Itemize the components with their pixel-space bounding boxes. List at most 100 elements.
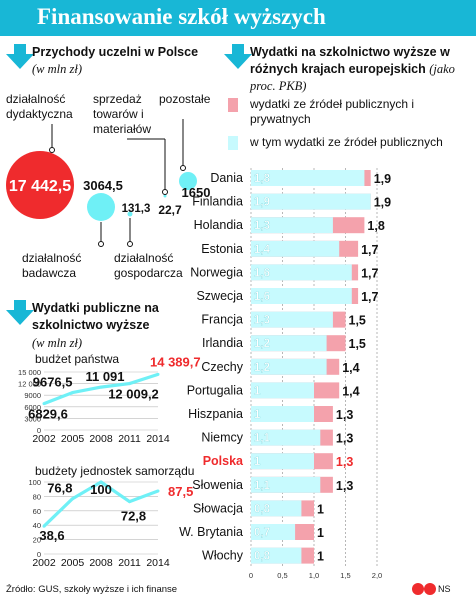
data-label: 72,8 (121, 509, 146, 524)
bar-public-label: 1,1 (254, 433, 271, 445)
bubble-dydaktyczna (6, 151, 74, 219)
data-label: 14 389,7 (150, 354, 201, 369)
x-tick-label: 1,0 (309, 571, 319, 580)
line-chart-budzet: 0 3000 6000 9000 12 000 15 000 2002 2005 2008 201… (18, 354, 201, 445)
bar-total-label: 1,4 (342, 361, 359, 375)
bar-public (251, 358, 327, 375)
section3-unit: (jako proc. PKB) (250, 62, 455, 93)
bar-public-label: 0,7 (254, 527, 270, 539)
category-label: Szwecja (196, 289, 243, 303)
y-tick-label: 80 (33, 492, 41, 501)
category-label: Włochy (202, 549, 244, 563)
y-tick-label: 12 000 (18, 380, 41, 389)
budget-label: budżet państwa (35, 352, 120, 366)
label-badawcza: działalność badawcza (22, 251, 82, 280)
y-tick-label: 100 (28, 478, 41, 487)
data-point (71, 391, 74, 395)
page-title: Finansowanie szkół wyższych (0, 0, 476, 36)
bar-total-label: 1,3 (336, 432, 353, 446)
bar-public (251, 382, 314, 399)
source-note: Źródło: GUS, szkoły wyższe i ich finanse (6, 584, 178, 595)
bar-total-label: 1,9 (374, 196, 391, 210)
label-dydaktyczna: działalność dydaktyczna (6, 92, 73, 121)
arrow-down-icon (6, 44, 34, 69)
category-label: Estonia (201, 242, 243, 256)
label-pozostale: pozostałe (159, 92, 211, 106)
category-label: W. Brytania (179, 525, 243, 539)
data-point (156, 372, 160, 376)
section3-title-text: Wydatki na szkolnictwo wyższe w różnych … (250, 45, 450, 76)
data-label: 9676,5 (33, 375, 73, 390)
bar-public-label: 1,1 (254, 480, 271, 492)
data-label: 38,6 (39, 528, 64, 543)
y-tick-label: 15 000 (18, 368, 41, 377)
bar-public-label: 0,8 (254, 503, 271, 515)
y-tick-label: 6000 (24, 403, 41, 412)
legend-swatch-public (228, 136, 238, 150)
bar-public-label: 1,3 (254, 315, 270, 327)
category-label: Finlandia (192, 195, 243, 209)
bar-total-label: 1,3 (336, 455, 353, 469)
x-tick-label: 2,0 (372, 571, 382, 580)
value-gospodarcza: 131,3 (122, 203, 151, 215)
data-point (156, 489, 160, 493)
category-label: Dania (210, 171, 243, 185)
bar-public (251, 500, 302, 517)
data-point (128, 500, 131, 504)
category-label: Polska (203, 454, 244, 468)
data-point (99, 480, 103, 484)
data-label: 76,8 (47, 481, 72, 496)
bubble-pozostale (179, 172, 197, 190)
bar-public (251, 476, 321, 493)
logo-text: NS (438, 584, 451, 594)
bar-total-label: 1,7 (361, 290, 378, 304)
local-label: budżety jednostek samorządu (35, 464, 195, 478)
x-tick-label: 2014 (146, 433, 170, 445)
data-point (71, 497, 74, 501)
bar-public (251, 264, 352, 281)
bar-total-label: 1 (317, 526, 324, 540)
bar-public-label: 1,6 (254, 291, 270, 303)
section1-title-text: Przychody uczelni w Polsce (32, 45, 199, 59)
logo-icon (412, 583, 436, 595)
data-point (42, 402, 46, 406)
category-label: Norwegia (190, 265, 243, 279)
bubble-badawcza (87, 193, 115, 221)
category-label: Hiszpania (188, 407, 243, 421)
x-tick-label: 2002 (32, 433, 56, 445)
bar-public-label: 1,3 (254, 220, 270, 232)
bar-public-label: 1 (254, 385, 261, 397)
bar-public (251, 524, 296, 540)
bar-public-label: 1 (254, 456, 261, 468)
x-tick-label: 1,5 (340, 571, 350, 580)
category-label: Holandia (194, 218, 243, 232)
category-label: Słowenia (192, 478, 243, 492)
bar-public (251, 547, 302, 564)
section1-title: Przychody uczelni w Polsce (w mln zł) (32, 44, 212, 78)
bar-total-label: 1,7 (361, 266, 378, 280)
bar-public (251, 193, 371, 210)
bar-public (251, 240, 340, 257)
bubble-sprzedaz (163, 194, 167, 198)
bar-public (251, 311, 333, 328)
bar-public (251, 406, 314, 422)
y-tick-label: 0 (37, 426, 41, 435)
bar-public-label: 1 (254, 409, 261, 421)
data-label: 87,5 (168, 484, 193, 499)
y-tick-label: 20 (33, 536, 41, 545)
bar-public-label: 0,8 (254, 551, 271, 563)
bar-total-label: 1,7 (361, 243, 378, 257)
value-sprzedaz: 22,7 (158, 203, 182, 217)
bubble-leader-dots (49, 147, 186, 247)
label-gospodarcza: działalność gospodarcza (114, 251, 183, 280)
y-tick-label: 3000 (24, 414, 41, 423)
bar-public-label: 1,2 (254, 362, 270, 374)
bar-public-label: 1,4 (254, 244, 271, 256)
bar-public (251, 170, 365, 186)
arrow-down-icon (6, 300, 34, 325)
bar-public (251, 453, 314, 470)
bubble-leaders (51, 119, 184, 244)
bar-public (251, 217, 333, 234)
x-tick-label: 2002 (32, 557, 56, 569)
